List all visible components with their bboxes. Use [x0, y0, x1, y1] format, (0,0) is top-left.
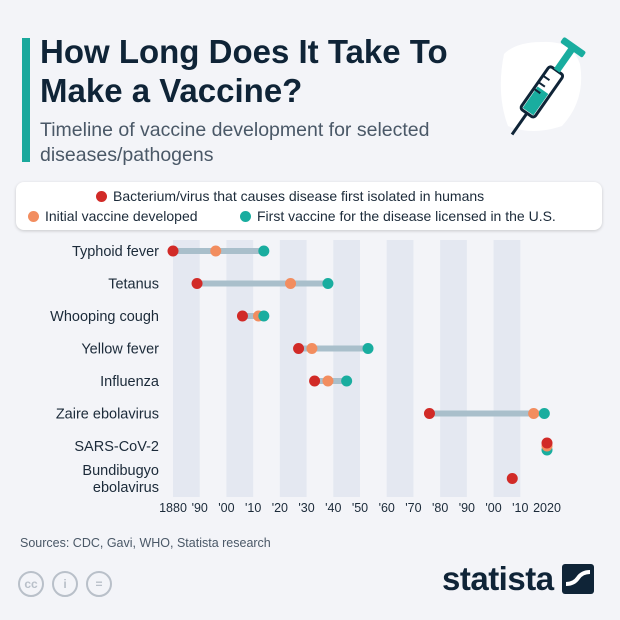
row-label: Zaire ebolavirus [56, 407, 159, 423]
accent-bar [22, 38, 30, 162]
x-tick-label: '00 [218, 501, 234, 515]
legend-dot-initial [28, 210, 39, 222]
page-title: How Long Does It Take To Make a Vaccine? [40, 33, 448, 109]
decade-band [493, 240, 521, 497]
x-tick-label: 2020 [533, 501, 561, 515]
isolated-point [423, 408, 435, 419]
x-tick-label: '60 [379, 501, 395, 515]
licensed-point [322, 278, 334, 289]
licensed-point [538, 408, 550, 419]
row-label: Bundibugyo ebolavirus [82, 463, 159, 496]
sources-note: Sources: CDC, Gavi, WHO, Statista resear… [20, 536, 271, 550]
decade-band [440, 240, 467, 497]
x-tick-label: '20 [272, 501, 288, 515]
legend-label-isolated: Bacterium/virus that causes disease firs… [113, 188, 485, 204]
isolated-point [191, 278, 203, 289]
attribution-icon[interactable]: i [52, 571, 78, 597]
row-label: Typhoid fever [72, 244, 159, 260]
initial-point [528, 408, 540, 419]
statista-logo[interactable]: statista [442, 560, 594, 598]
row-label: Yellow fever [81, 342, 159, 358]
cc-icon[interactable]: cc [18, 571, 44, 597]
x-tick-label: '40 [325, 501, 341, 515]
initial-point [210, 245, 222, 257]
x-tick-label: '30 [298, 501, 314, 515]
x-tick-label: '70 [405, 501, 421, 515]
row-label: SARS-CoV-2 [74, 439, 159, 455]
licensed-point [258, 245, 270, 257]
licensed-point [341, 375, 353, 387]
legend-label-initial: Initial vaccine developed [45, 208, 198, 224]
vaccine-timeline-chart: 1880 '90 '00 '10 '20 '30 '40 '50 '60 '70 '80 '90 '00… [50, 240, 561, 515]
row-label: Tetanus [108, 277, 159, 293]
row-label: Whooping cough [50, 309, 159, 325]
legend-item-isolated: Bacterium/virus that causes disease firs… [96, 188, 484, 204]
chart-legend: Bacterium/virus that causes disease firs… [16, 182, 602, 230]
x-tick-label: '90 [459, 501, 475, 515]
x-tick-label: '90 [192, 501, 208, 515]
decade-band [226, 240, 254, 497]
decade-band [279, 240, 307, 497]
isolated-point [541, 437, 553, 449]
decade-band [386, 240, 414, 497]
isolated-point [293, 343, 305, 354]
syringe-icon [500, 37, 586, 136]
logo-text: statista [442, 560, 554, 597]
page-subtitle: Timeline of vaccine development for sele… [40, 119, 430, 166]
legend-dot-licensed [240, 210, 251, 222]
initial-point [322, 375, 334, 387]
statista-logo-mark-icon [561, 564, 594, 594]
initial-point [285, 278, 297, 289]
decade-band [333, 240, 360, 497]
x-tick-label: '10 [245, 501, 261, 515]
x-tick-label: '80 [432, 501, 448, 515]
x-tick-label: '50 [352, 501, 368, 515]
isolated-point [309, 375, 321, 387]
legend-item-initial: Initial vaccine developed [28, 208, 198, 224]
legend-item-licensed: First vaccine for the disease licensed i… [240, 208, 556, 224]
licensed-point [258, 310, 270, 322]
no-derivatives-icon[interactable]: = [86, 571, 112, 597]
x-tick-label: '00 [485, 501, 501, 515]
legend-label-licensed: First vaccine for the disease licensed i… [257, 208, 556, 224]
initial-point [306, 343, 318, 354]
legend-dot-isolated [96, 190, 107, 202]
isolated-point [167, 245, 179, 257]
isolated-point [236, 310, 248, 322]
licensed-point [362, 343, 374, 354]
row-label: Influenza [100, 374, 160, 390]
x-tick-label: 1880 [159, 501, 187, 515]
x-tick-label: '10 [512, 501, 528, 515]
license-icons: cc i = [18, 571, 112, 597]
isolated-point [506, 473, 518, 484]
